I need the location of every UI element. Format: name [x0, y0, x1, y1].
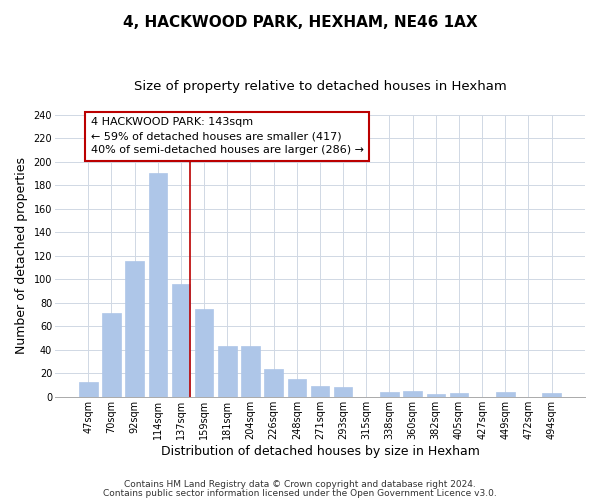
Bar: [496, 392, 515, 397]
Text: 4 HACKWOOD PARK: 143sqm
← 59% of detached houses are smaller (417)
40% of semi-d: 4 HACKWOOD PARK: 143sqm ← 59% of detache…: [91, 117, 364, 155]
Bar: [287, 379, 306, 397]
Bar: [102, 314, 121, 397]
Bar: [311, 386, 329, 397]
Y-axis label: Number of detached properties: Number of detached properties: [15, 158, 28, 354]
Bar: [125, 260, 144, 397]
Bar: [172, 284, 190, 397]
Text: 4, HACKWOOD PARK, HEXHAM, NE46 1AX: 4, HACKWOOD PARK, HEXHAM, NE46 1AX: [122, 15, 478, 30]
Bar: [218, 346, 236, 397]
X-axis label: Distribution of detached houses by size in Hexham: Distribution of detached houses by size …: [161, 444, 479, 458]
Bar: [334, 388, 352, 397]
Bar: [195, 308, 214, 397]
Bar: [542, 394, 561, 397]
Text: Contains HM Land Registry data © Crown copyright and database right 2024.: Contains HM Land Registry data © Crown c…: [124, 480, 476, 489]
Bar: [403, 391, 422, 397]
Bar: [149, 172, 167, 397]
Text: Contains public sector information licensed under the Open Government Licence v3: Contains public sector information licen…: [103, 489, 497, 498]
Bar: [241, 346, 260, 397]
Bar: [427, 394, 445, 397]
Bar: [265, 368, 283, 397]
Bar: [450, 394, 468, 397]
Bar: [79, 382, 98, 397]
Bar: [380, 392, 399, 397]
Title: Size of property relative to detached houses in Hexham: Size of property relative to detached ho…: [134, 80, 506, 93]
